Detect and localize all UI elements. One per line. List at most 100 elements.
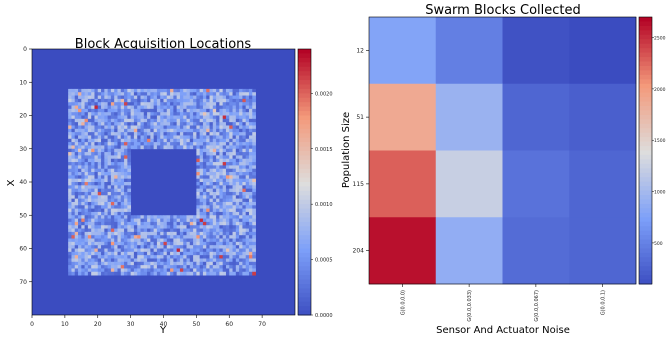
left-heatmap-cell: [84, 178, 89, 183]
left-heatmap-cell: [183, 142, 187, 146]
left-heatmap-cell: [107, 265, 112, 269]
left-heatmap-cell: [97, 165, 102, 170]
left-colorbar-segment: [298, 49, 311, 54]
left-heatmap-cell: [202, 258, 207, 263]
left-heatmap-cell: [87, 195, 92, 200]
left-x-tick-label: 20: [94, 321, 102, 328]
left-heatmap-cell: [212, 145, 217, 150]
left-heatmap-cell: [137, 115, 141, 120]
left-heatmap-cell: [117, 265, 122, 269]
left-heatmap-cell: [114, 122, 118, 126]
right-colorbar-segment: [639, 275, 652, 281]
left-heatmap-cell: [179, 258, 184, 263]
left-heatmap-cell: [173, 261, 178, 266]
left-heatmap-cell: [219, 135, 224, 140]
left-heatmap-cell: [156, 271, 161, 276]
left-heatmap-cell: [222, 231, 227, 236]
left-heatmap-cell: [173, 118, 178, 123]
left-heatmap-cell: [216, 258, 220, 263]
left-heatmap-cell: [104, 125, 109, 130]
left-heatmap-cell: [133, 98, 138, 103]
left-heatmap-cell: [222, 248, 227, 253]
left-heatmap-cell: [87, 231, 92, 236]
left-heatmap-cell: [110, 255, 115, 259]
left-heatmap-cell: [176, 248, 181, 253]
right-colorbar-segment: [639, 150, 652, 156]
left-colorbar-segment: [298, 213, 311, 218]
left-heatmap-cell: [150, 268, 155, 273]
left-heatmap-cell: [140, 112, 145, 116]
left-heatmap-cell: [91, 148, 95, 153]
left-heatmap-cell: [199, 172, 204, 176]
left-heatmap-cell: [137, 265, 141, 269]
left-heatmap-cell: [68, 218, 72, 223]
left-heatmap-cell: [212, 225, 217, 229]
left-heatmap-cell: [245, 188, 250, 193]
left-heatmap-cell: [71, 115, 76, 120]
left-heatmap-cell: [245, 235, 250, 239]
left-heatmap-cell: [219, 178, 224, 183]
left-heatmap-cell: [78, 225, 82, 229]
left-heatmap-cell: [137, 102, 141, 106]
left-heatmap-cell: [186, 142, 191, 146]
left-heatmap-cell: [91, 228, 95, 233]
left-heatmap-cell: [170, 92, 174, 96]
left-heatmap-cell: [242, 175, 247, 180]
left-heatmap-cell: [212, 211, 217, 216]
left-y-tick-label: 50: [19, 212, 27, 219]
left-heatmap-cell: [78, 265, 82, 269]
left-heatmap-cell: [206, 122, 210, 126]
left-heatmap-cell: [209, 102, 214, 106]
left-heatmap-cell: [114, 102, 118, 106]
left-heatmap-cell: [101, 122, 105, 126]
left-heatmap-cell: [87, 138, 92, 143]
left-heatmap-cell: [222, 138, 227, 143]
left-heatmap-cell: [74, 261, 79, 266]
left-heatmap-cell: [81, 261, 85, 266]
left-heatmap-cell: [209, 142, 214, 146]
left-heatmap-cell: [110, 152, 115, 156]
left-heatmap-cell: [229, 118, 233, 123]
left-heatmap-cell: [239, 265, 243, 269]
left-heatmap-cell: [252, 198, 256, 203]
left-heatmap-cell: [189, 108, 194, 113]
left-heatmap-cell: [71, 128, 76, 133]
left-heatmap-cell: [196, 115, 201, 120]
left-heatmap-cell: [189, 118, 194, 123]
left-heatmap-cell: [219, 122, 224, 126]
left-heatmap-cell: [212, 205, 217, 210]
left-heatmap-cell: [137, 218, 141, 223]
left-heatmap-cell: [143, 265, 148, 269]
right-colorbar-segment: [639, 190, 652, 196]
left-heatmap-cell: [153, 98, 158, 103]
left-heatmap-cell: [140, 221, 145, 226]
left-heatmap-cell: [235, 268, 240, 273]
left-heatmap-cell: [101, 215, 105, 219]
left-heatmap-cell: [127, 271, 132, 276]
left-heatmap-cell: [137, 255, 141, 259]
left-heatmap-cell: [206, 191, 210, 196]
left-heatmap-cell: [74, 145, 79, 150]
left-heatmap-cell: [222, 218, 227, 223]
left-heatmap-cell: [130, 241, 135, 246]
left-heatmap-cell: [120, 145, 125, 150]
left-heatmap-cell: [222, 261, 227, 266]
left-heatmap-cell: [87, 152, 92, 156]
left-heatmap-cell: [114, 165, 118, 170]
left-heatmap-cell: [97, 261, 102, 266]
left-heatmap-cell: [101, 198, 105, 203]
left-heatmap-cell: [124, 102, 128, 106]
left-heatmap-cell: [133, 238, 138, 243]
left-heatmap-cell: [225, 88, 230, 93]
left-heatmap-cell: [110, 211, 115, 216]
left-heatmap-cell: [120, 231, 125, 236]
left-heatmap-cell: [193, 102, 197, 106]
left-heatmap-cell: [97, 231, 102, 236]
left-heatmap-cell: [140, 231, 145, 236]
left-heatmap-cell: [78, 228, 82, 233]
left-heatmap-cell: [91, 138, 95, 143]
left-heatmap-cell: [104, 241, 109, 246]
left-heatmap-cell: [117, 185, 122, 190]
left-heatmap-cell: [117, 122, 122, 126]
